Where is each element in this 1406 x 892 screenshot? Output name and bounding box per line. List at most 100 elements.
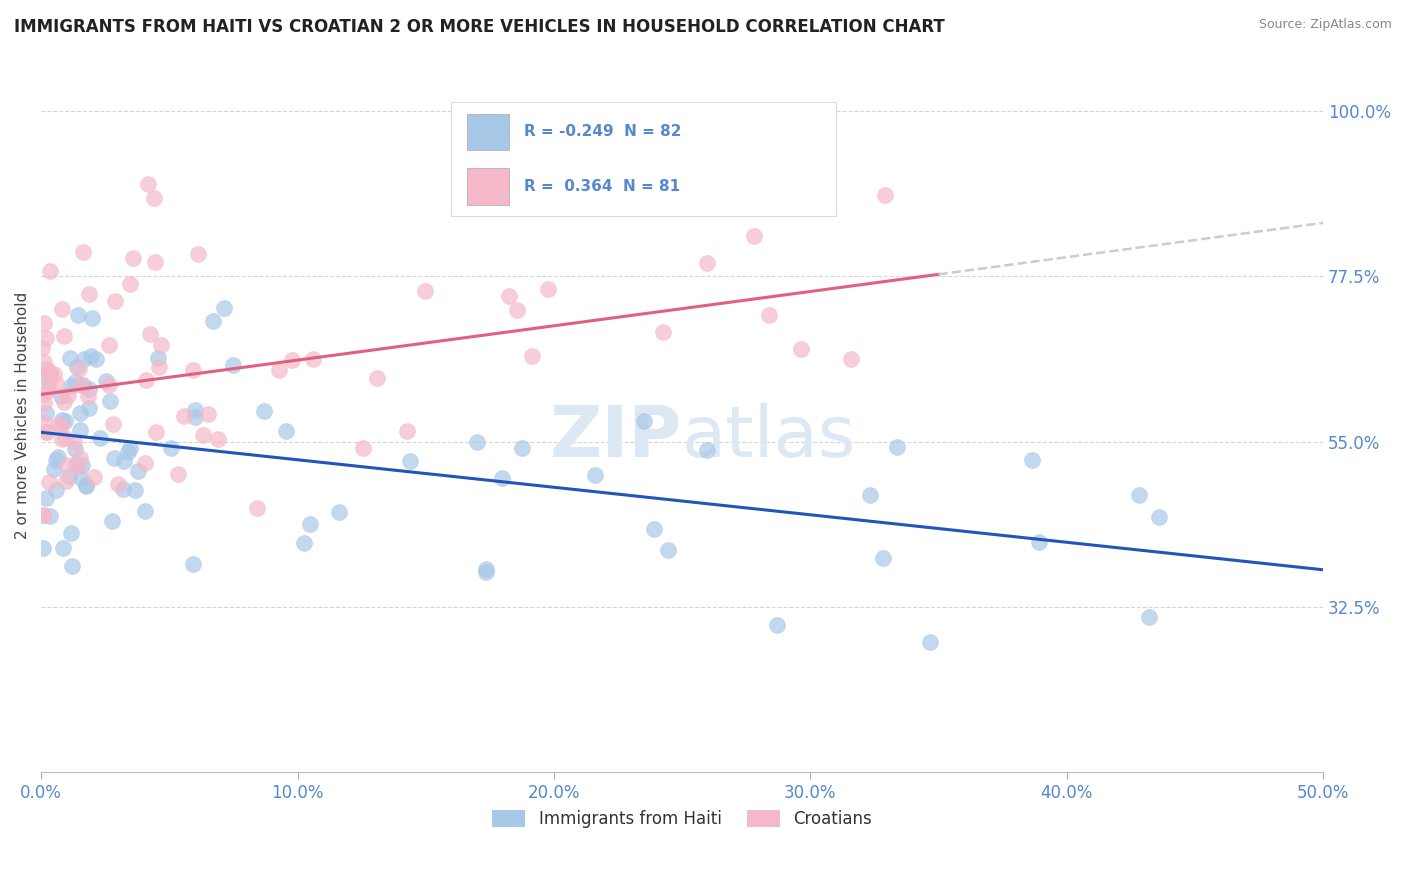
Point xyxy=(59,525,82,540)
Point xyxy=(69,405,91,419)
Point xyxy=(134,504,156,518)
Point xyxy=(107,476,129,491)
Point xyxy=(101,514,124,528)
Point xyxy=(352,441,374,455)
Point xyxy=(69,451,91,466)
Point xyxy=(77,383,100,397)
Point xyxy=(51,418,73,433)
Point xyxy=(51,302,73,317)
Point xyxy=(104,294,127,309)
Point xyxy=(118,277,141,291)
Point xyxy=(53,431,76,445)
Point xyxy=(149,338,172,352)
Point xyxy=(35,491,58,505)
Point xyxy=(790,342,813,356)
Point xyxy=(159,441,181,455)
Point xyxy=(1147,510,1170,524)
Point xyxy=(58,468,80,483)
Point xyxy=(184,403,207,417)
Point xyxy=(79,350,101,364)
Point xyxy=(37,361,59,376)
Point xyxy=(46,450,69,464)
Point xyxy=(52,328,75,343)
Point xyxy=(49,389,72,403)
Point xyxy=(839,352,862,367)
Point xyxy=(51,432,73,446)
Point xyxy=(39,367,62,381)
Point xyxy=(97,378,120,392)
Point xyxy=(65,458,87,472)
Point xyxy=(475,562,498,576)
Point xyxy=(302,351,325,366)
Point xyxy=(142,191,165,205)
Point xyxy=(181,557,204,571)
Point xyxy=(1128,488,1150,502)
Point xyxy=(73,351,96,366)
Point xyxy=(94,375,117,389)
Point xyxy=(72,377,94,392)
Point xyxy=(267,363,290,377)
Point xyxy=(920,635,942,649)
Point xyxy=(55,475,77,489)
Point xyxy=(696,442,718,457)
Point xyxy=(75,478,97,492)
Point xyxy=(298,517,321,532)
Point xyxy=(31,342,53,356)
Point xyxy=(643,522,665,536)
Point xyxy=(80,311,103,326)
Point xyxy=(201,313,224,327)
Point xyxy=(124,483,146,497)
Point xyxy=(253,404,276,418)
Point xyxy=(42,367,65,381)
Point xyxy=(187,247,209,261)
Point xyxy=(59,351,82,365)
Point xyxy=(83,470,105,484)
Point xyxy=(77,389,100,403)
Point xyxy=(134,456,156,470)
Point xyxy=(510,441,533,455)
Point xyxy=(886,440,908,454)
Point xyxy=(65,442,87,456)
Point xyxy=(696,256,718,270)
Point xyxy=(69,423,91,437)
Point xyxy=(167,467,190,481)
Point xyxy=(32,508,55,522)
Point xyxy=(145,425,167,439)
Point xyxy=(60,558,83,573)
Point xyxy=(56,388,79,402)
Point xyxy=(39,374,62,388)
Point xyxy=(39,509,62,524)
Point xyxy=(197,407,219,421)
Point xyxy=(475,565,498,579)
Point xyxy=(42,462,65,476)
Point xyxy=(67,362,90,376)
Point xyxy=(75,477,97,491)
Point xyxy=(37,383,59,397)
Point xyxy=(872,551,894,566)
Point xyxy=(413,284,436,298)
Point xyxy=(274,424,297,438)
Point xyxy=(51,413,73,427)
Point xyxy=(103,450,125,465)
Legend: Immigrants from Haiti, Croatians: Immigrants from Haiti, Croatians xyxy=(485,804,879,835)
Point xyxy=(72,245,94,260)
Point xyxy=(633,414,655,428)
Point xyxy=(56,458,79,472)
Point xyxy=(62,435,84,450)
Point xyxy=(467,435,489,450)
Point xyxy=(875,188,897,202)
Point xyxy=(859,488,882,502)
Point xyxy=(32,355,55,369)
Point xyxy=(1028,535,1050,549)
Point xyxy=(38,475,60,490)
Point xyxy=(77,401,100,415)
Point xyxy=(766,617,789,632)
Point xyxy=(135,373,157,387)
Point xyxy=(506,302,529,317)
Point xyxy=(396,425,419,439)
Point xyxy=(173,409,195,424)
Point xyxy=(44,376,66,390)
Point xyxy=(181,363,204,377)
Point xyxy=(111,482,134,496)
Point xyxy=(522,349,544,363)
